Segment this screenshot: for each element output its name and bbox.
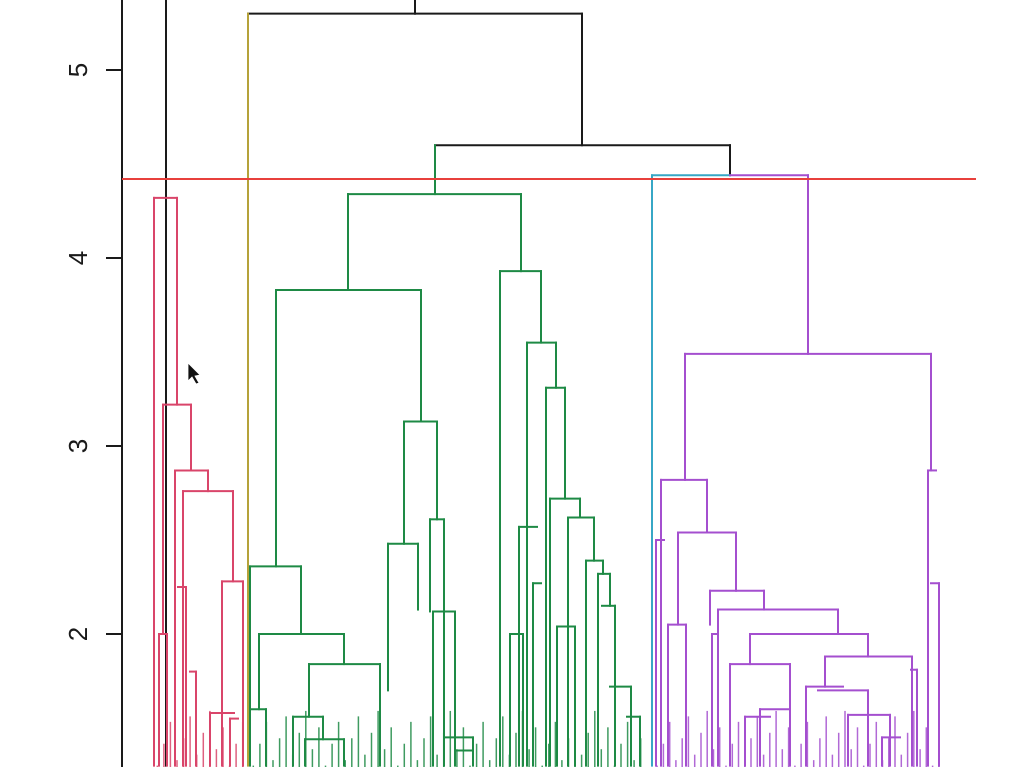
- y-tick-label: 5: [63, 63, 93, 77]
- y-tick-label: 2: [63, 627, 93, 641]
- y-tick-label: 4: [63, 251, 93, 265]
- dendrogram-branches: [153, 0, 940, 767]
- mouse-cursor-icon: [187, 362, 201, 385]
- y-axis: 2 3 4 5: [63, 0, 123, 767]
- y-tick-label: 3: [63, 439, 93, 453]
